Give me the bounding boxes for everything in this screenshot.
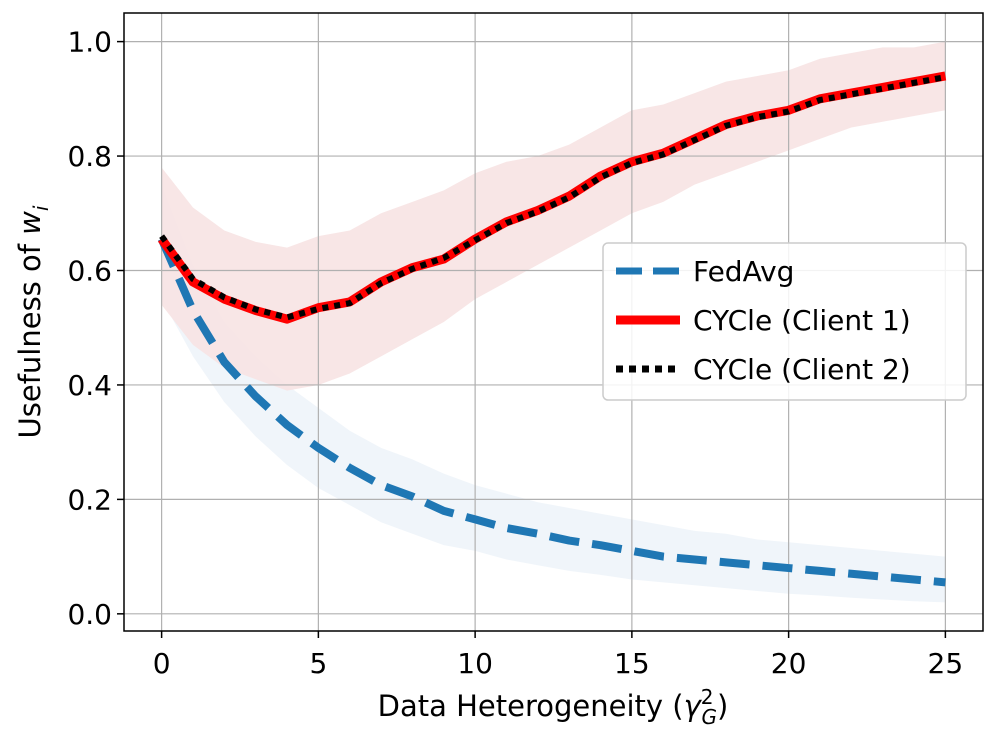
- x-axis-label: Data Heterogeneity (γ2 G): [378, 685, 729, 729]
- band-0: [161, 184, 946, 603]
- x-tick-label: 10: [457, 647, 493, 680]
- axis-ticks: 0 5 10 15 20 25 0.0 0.2 0.4 0.6 0.8 1.0: [67, 26, 963, 680]
- y-tick-label: 0.4: [67, 369, 112, 402]
- y-tick-label: 0.8: [67, 140, 112, 173]
- series-lines: [157, 71, 947, 587]
- x-tick-label: 0: [153, 647, 171, 680]
- x-tick-label: 25: [928, 647, 964, 680]
- legend-box: [602, 242, 967, 401]
- x-tick-label: 5: [309, 647, 327, 680]
- x-tick-label: 15: [614, 647, 650, 680]
- legend-label-cycle-client1: CYCle (Client 1): [693, 304, 911, 337]
- y-tick-label: 0.2: [67, 483, 112, 516]
- series-line-2: [159, 74, 946, 321]
- plot-frame: [123, 12, 984, 632]
- confidence-bands: [161, 41, 946, 603]
- x-tick-label: 20: [771, 647, 807, 680]
- legend: FedAvg CYCle (Client 1) CYCle (Client 2): [602, 242, 967, 401]
- y-tick-label: 0.6: [67, 255, 112, 288]
- legend-label-cycle-client2: CYCle (Client 2): [693, 353, 911, 386]
- legend-label-fedavg: FedAvg: [693, 255, 794, 288]
- y-axis-label: Usefulness of wi: [13, 205, 53, 438]
- y-tick-label: 0.0: [67, 598, 112, 631]
- y-tick-label: 1.0: [67, 26, 112, 59]
- series-line-0: [157, 237, 946, 587]
- band-1: [161, 41, 946, 391]
